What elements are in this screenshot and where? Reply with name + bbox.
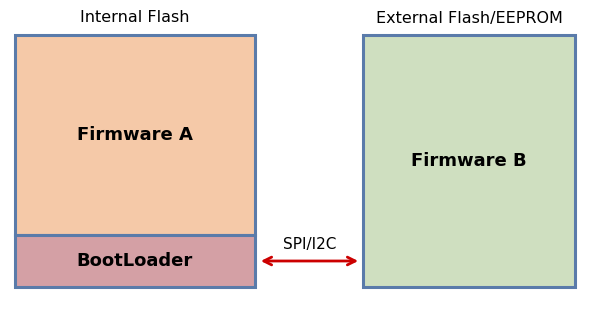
Text: Firmware A: Firmware A bbox=[77, 126, 193, 144]
Text: External Flash/EEPROM: External Flash/EEPROM bbox=[376, 11, 562, 26]
Text: Internal Flash: Internal Flash bbox=[80, 11, 190, 26]
Text: SPI/I2C: SPI/I2C bbox=[283, 238, 336, 252]
Text: Firmware B: Firmware B bbox=[411, 152, 527, 170]
Text: BootLoader: BootLoader bbox=[77, 252, 193, 270]
Bar bbox=[15, 235, 255, 287]
Bar bbox=[363, 35, 575, 287]
Bar bbox=[15, 35, 255, 235]
